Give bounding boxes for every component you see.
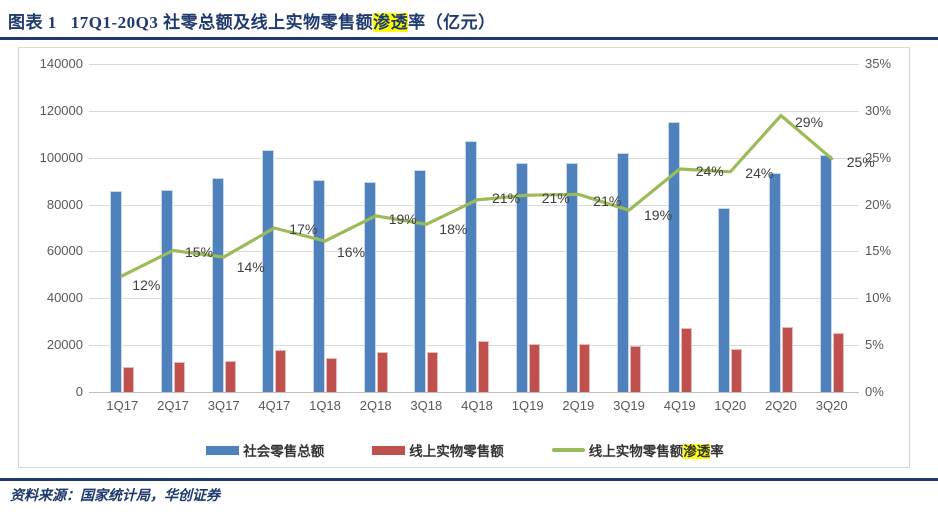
x-axis-tick-1Q20: 1Q20: [714, 398, 747, 413]
bar-online-1Q20: [731, 348, 743, 392]
penetration-label-4Q18: 21%: [492, 189, 521, 206]
x-axis-tick-2Q19: 2Q19: [562, 398, 595, 413]
legend-label-total: 社会零售总额: [243, 444, 325, 459]
penetration-label-4Q19: 24%: [695, 163, 724, 179]
penetration-label-3Q17: 14%: [236, 259, 265, 276]
gridline: [89, 110, 859, 112]
penetration-label-1Q17: 12%: [132, 276, 161, 293]
legend-swatch-total: [206, 445, 240, 455]
legend-item-penetration: 线上实物零售额渗透率: [551, 440, 724, 460]
legend-swatch-penetration: [551, 448, 585, 452]
penetration-label-2Q19: 21%: [593, 193, 622, 210]
legend-item-online: 线上实物零售额: [372, 440, 504, 460]
y-axis-right-tick: 30%: [865, 102, 892, 118]
bar-total-2Q17: [160, 189, 173, 392]
y-axis-left-tick: 80000: [46, 196, 83, 212]
bar-total-4Q19: [667, 122, 680, 392]
y-axis-left-tick: 40000: [46, 290, 83, 306]
y-axis-right-tick: 15%: [865, 243, 892, 259]
bar-online-3Q17: [224, 361, 236, 392]
bar-online-3Q20: [832, 333, 844, 392]
x-axis-tick-2Q17: 2Q17: [157, 398, 189, 413]
y-axis-right-tick: 5%: [865, 337, 884, 353]
bar-online-4Q17: [275, 349, 287, 392]
x-axis-tick-1Q18: 1Q18: [309, 398, 341, 413]
y-axis-right-tick: 0%: [865, 384, 884, 399]
penetration-label-2Q20: 29%: [795, 113, 824, 130]
title-divider: [0, 37, 938, 40]
bar-online-1Q18: [326, 357, 337, 392]
chart-title-highlight: 渗透: [373, 13, 409, 32]
bar-total-1Q20: [718, 207, 731, 392]
y-axis-left-tick: 0: [75, 384, 83, 399]
bar-total-2Q18: [363, 181, 376, 392]
bar-online-2Q19: [579, 343, 591, 392]
y-axis-left-tick: 60000: [46, 243, 83, 259]
x-axis-tick-4Q18: 4Q18: [461, 398, 493, 413]
y-axis-right-tick: 35%: [865, 56, 892, 71]
chart-title-prefix: 图表 1: [8, 13, 57, 32]
footer-divider: [0, 478, 938, 481]
legend-label-penetration: 线上实物零售额渗透率: [588, 444, 724, 459]
bar-online-1Q17: [123, 366, 135, 392]
legend-swatch-online: [372, 445, 406, 455]
y-axis-left-tick: 20000: [46, 337, 83, 353]
chart-area: 0 20000 40000 60000 80000 100000 120000 140000 …: [18, 47, 910, 468]
bar-total-3Q17: [211, 178, 224, 392]
bar-total-2Q20: [768, 172, 781, 392]
bar-online-2Q18: [376, 352, 388, 392]
chart-title: 图表 1 17Q1-20Q3 社零总额及线上实物零售额渗透率（亿元）: [8, 8, 932, 32]
source-note: 资料来源：国家统计局，华创证券: [10, 489, 220, 504]
bar-online-4Q18: [478, 340, 489, 392]
x-axis-tick-3Q18: 3Q18: [410, 398, 443, 413]
chart-title-text: 17Q1-20Q3 社零总额及线上实物零售额: [70, 13, 374, 32]
y-axis-right-tick: 10%: [865, 290, 892, 306]
penetration-label-1Q19: 21%: [541, 190, 570, 207]
legend-item-total: 社会零售总额: [206, 440, 324, 460]
penetration-label-4Q17: 17%: [289, 221, 318, 237]
penetration-label-1Q18: 16%: [337, 244, 366, 261]
x-axis-tick-3Q20: 3Q20: [815, 398, 848, 413]
bar-online-2Q17: [174, 361, 185, 392]
bar-total-4Q17: [262, 149, 275, 392]
x-axis-line: [89, 392, 859, 393]
penetration-label-3Q19: 19%: [644, 207, 673, 224]
y-axis-left-tick: 120000: [39, 102, 83, 118]
penetration-line: [120, 113, 834, 278]
penetration-label-2Q18: 19%: [388, 210, 417, 227]
x-axis-tick-2Q20: 2Q20: [765, 398, 797, 413]
chart-title-suffix: 率（亿元）: [408, 13, 496, 32]
penetration-label-1Q20: 24%: [745, 164, 774, 181]
x-axis-tick-4Q17: 4Q17: [258, 398, 291, 413]
bar-online-3Q19: [630, 345, 641, 392]
bar-total-1Q17: [110, 191, 123, 392]
x-axis-tick-2Q18: 2Q18: [359, 398, 392, 413]
bar-total-2Q19: [566, 163, 579, 392]
bar-total-1Q19: [515, 162, 528, 392]
x-axis-tick-3Q19: 3Q19: [613, 398, 645, 413]
gridline: [89, 64, 859, 65]
bar-online-3Q18: [427, 352, 439, 392]
x-axis-tick-1Q19: 1Q19: [511, 398, 544, 413]
bar-online-4Q19: [680, 327, 692, 392]
bar-total-1Q18: [312, 180, 325, 392]
y-axis-left-tick: 140000: [39, 56, 83, 71]
x-axis-tick-3Q17: 3Q17: [207, 398, 240, 413]
legend-label-online: 线上实物零售额: [409, 444, 504, 459]
plot-area: 12% 15% 14% 17% 16% 19% 18% 21% 21% 21% 19% 24% 24% 2…: [97, 64, 875, 392]
bar-online-1Q19: [528, 344, 540, 392]
y-axis-right-tick: 25%: [865, 149, 892, 165]
bar-total-3Q19: [616, 153, 629, 392]
penetration-label-2Q17: 15%: [185, 243, 214, 260]
bar-online-2Q20: [782, 327, 793, 392]
y-axis-left-tick: 100000: [39, 149, 83, 165]
penetration-label-3Q18: 18%: [439, 221, 468, 238]
y-axis-right-tick: 20%: [865, 196, 892, 212]
bar-total-3Q18: [414, 170, 427, 392]
chart-legend: 社会零售总额 线上实物零售额 线上实物零售额渗透率: [19, 438, 911, 462]
x-axis-tick-1Q17: 1Q17: [106, 398, 139, 413]
x-axis-tick-4Q19: 4Q19: [663, 398, 696, 413]
penetration-label-3Q20: 25%: [846, 153, 875, 170]
